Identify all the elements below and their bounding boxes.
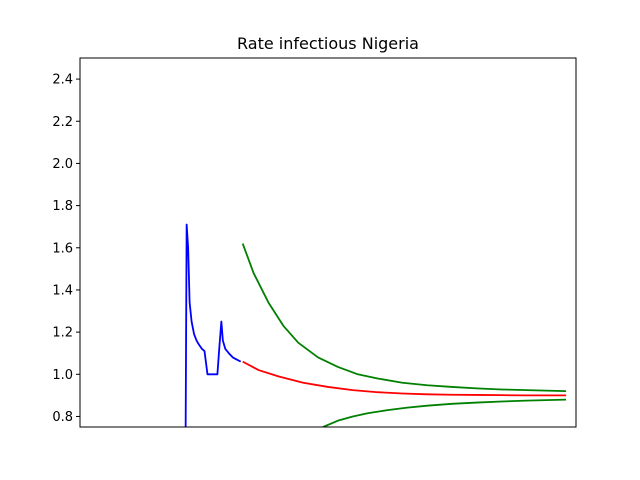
series-layer [184,223,567,427]
y-axis: 0.8 1.0 1.2 1.4 1.6 1.8 2.0 2.2 2.4 [52,73,80,425]
series-line-2 [242,360,567,397]
y-tick-label: 1.6 [52,241,73,256]
chart-title: Rate infectious Nigeria [237,34,419,53]
y-tick-label: 1.2 [52,326,73,341]
y-tick-label: 1.4 [52,283,73,298]
y-tick-label: 0.8 [52,410,73,425]
plot-frame [79,57,577,428]
y-tick-label: 1.8 [52,199,73,214]
series-line-3 [241,243,567,393]
series-line-1 [184,223,242,427]
y-tick-label: 2.0 [52,157,73,172]
y-tick-label: 1.0 [52,368,73,383]
series-line-4 [322,398,567,427]
y-tick-label: 2.2 [52,115,73,130]
y-tick-label: 2.4 [52,73,73,88]
